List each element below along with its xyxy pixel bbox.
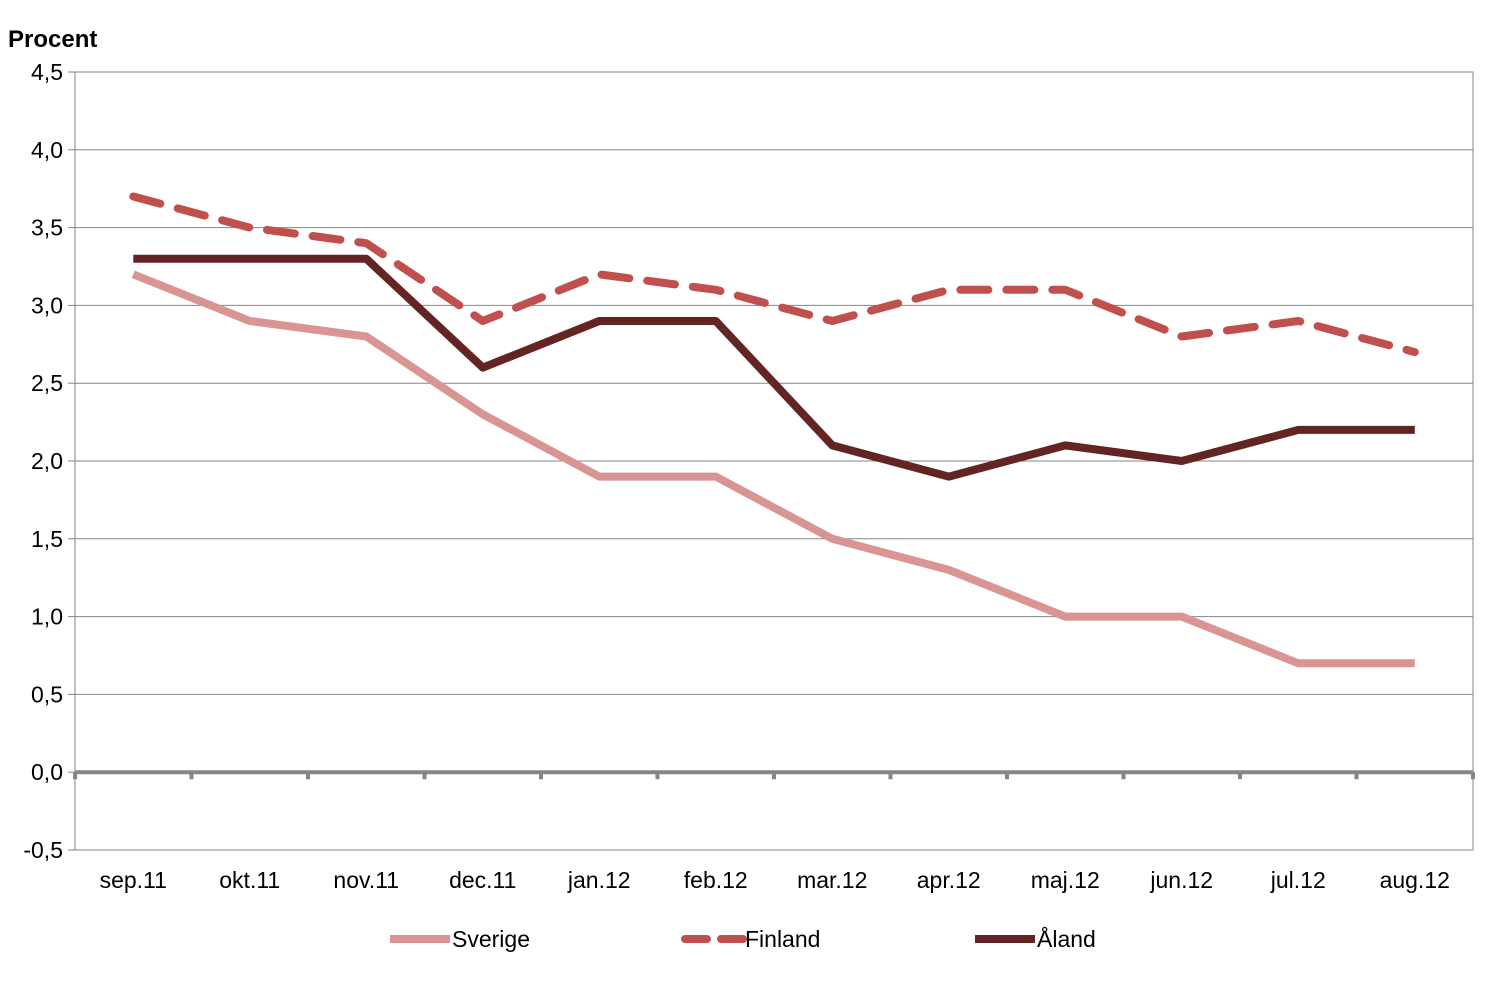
x-tick-label: feb.12 (684, 867, 748, 893)
y-tick-label: 4,0 (31, 137, 63, 163)
x-tick-label: maj.12 (1031, 867, 1100, 893)
y-tick-label: 3,0 (31, 292, 63, 318)
x-tick-label: jan.12 (567, 867, 631, 893)
legend-label: Åland (1037, 925, 1096, 952)
series-line-finland (129, 192, 1419, 357)
legend-label: Sverige (452, 926, 530, 952)
y-tick-label: 2,5 (31, 370, 63, 396)
y-tick-label: 0,5 (31, 681, 63, 707)
x-tick-label: mar.12 (797, 867, 867, 893)
y-tick-label: 4,5 (31, 59, 63, 85)
x-axis: sep.11 okt.11 nov.11 dec.11 jan.12 feb.12 mar.… (73, 770, 1475, 893)
y-tick-label: 2,0 (31, 448, 63, 474)
x-tick-label: jun.12 (1149, 867, 1213, 893)
y-tick-label: 0,0 (31, 759, 63, 785)
series-line-land (133, 254, 1415, 481)
x-tick-label: sep.11 (100, 867, 167, 893)
series-line-sverige (131, 270, 1415, 668)
legend: Sverige Finland Åland (390, 925, 1096, 952)
x-tick-label: apr.12 (917, 867, 981, 893)
legend-label: Finland (745, 926, 820, 952)
series-lines (129, 192, 1419, 668)
y-axis-title: Procent (8, 26, 97, 53)
x-tick-label: okt.11 (219, 867, 280, 893)
gridlines (75, 71, 1473, 851)
x-tick-label: aug.12 (1380, 867, 1450, 893)
x-tick-label: jul.12 (1270, 867, 1326, 893)
x-tick-label: nov.11 (333, 867, 399, 893)
y-tick-label: 3,5 (31, 215, 63, 241)
y-tick-label: -0,5 (23, 837, 63, 863)
x-tick-label: dec.11 (449, 867, 516, 893)
y-axis: -0,5 0,0 0,5 1,0 1,5 2,0 2,5 3,0 3,5 4,0 4,5 (23, 59, 75, 863)
y-tick-label: 1,0 (31, 604, 63, 630)
y-tick-label: 1,5 (31, 526, 63, 552)
